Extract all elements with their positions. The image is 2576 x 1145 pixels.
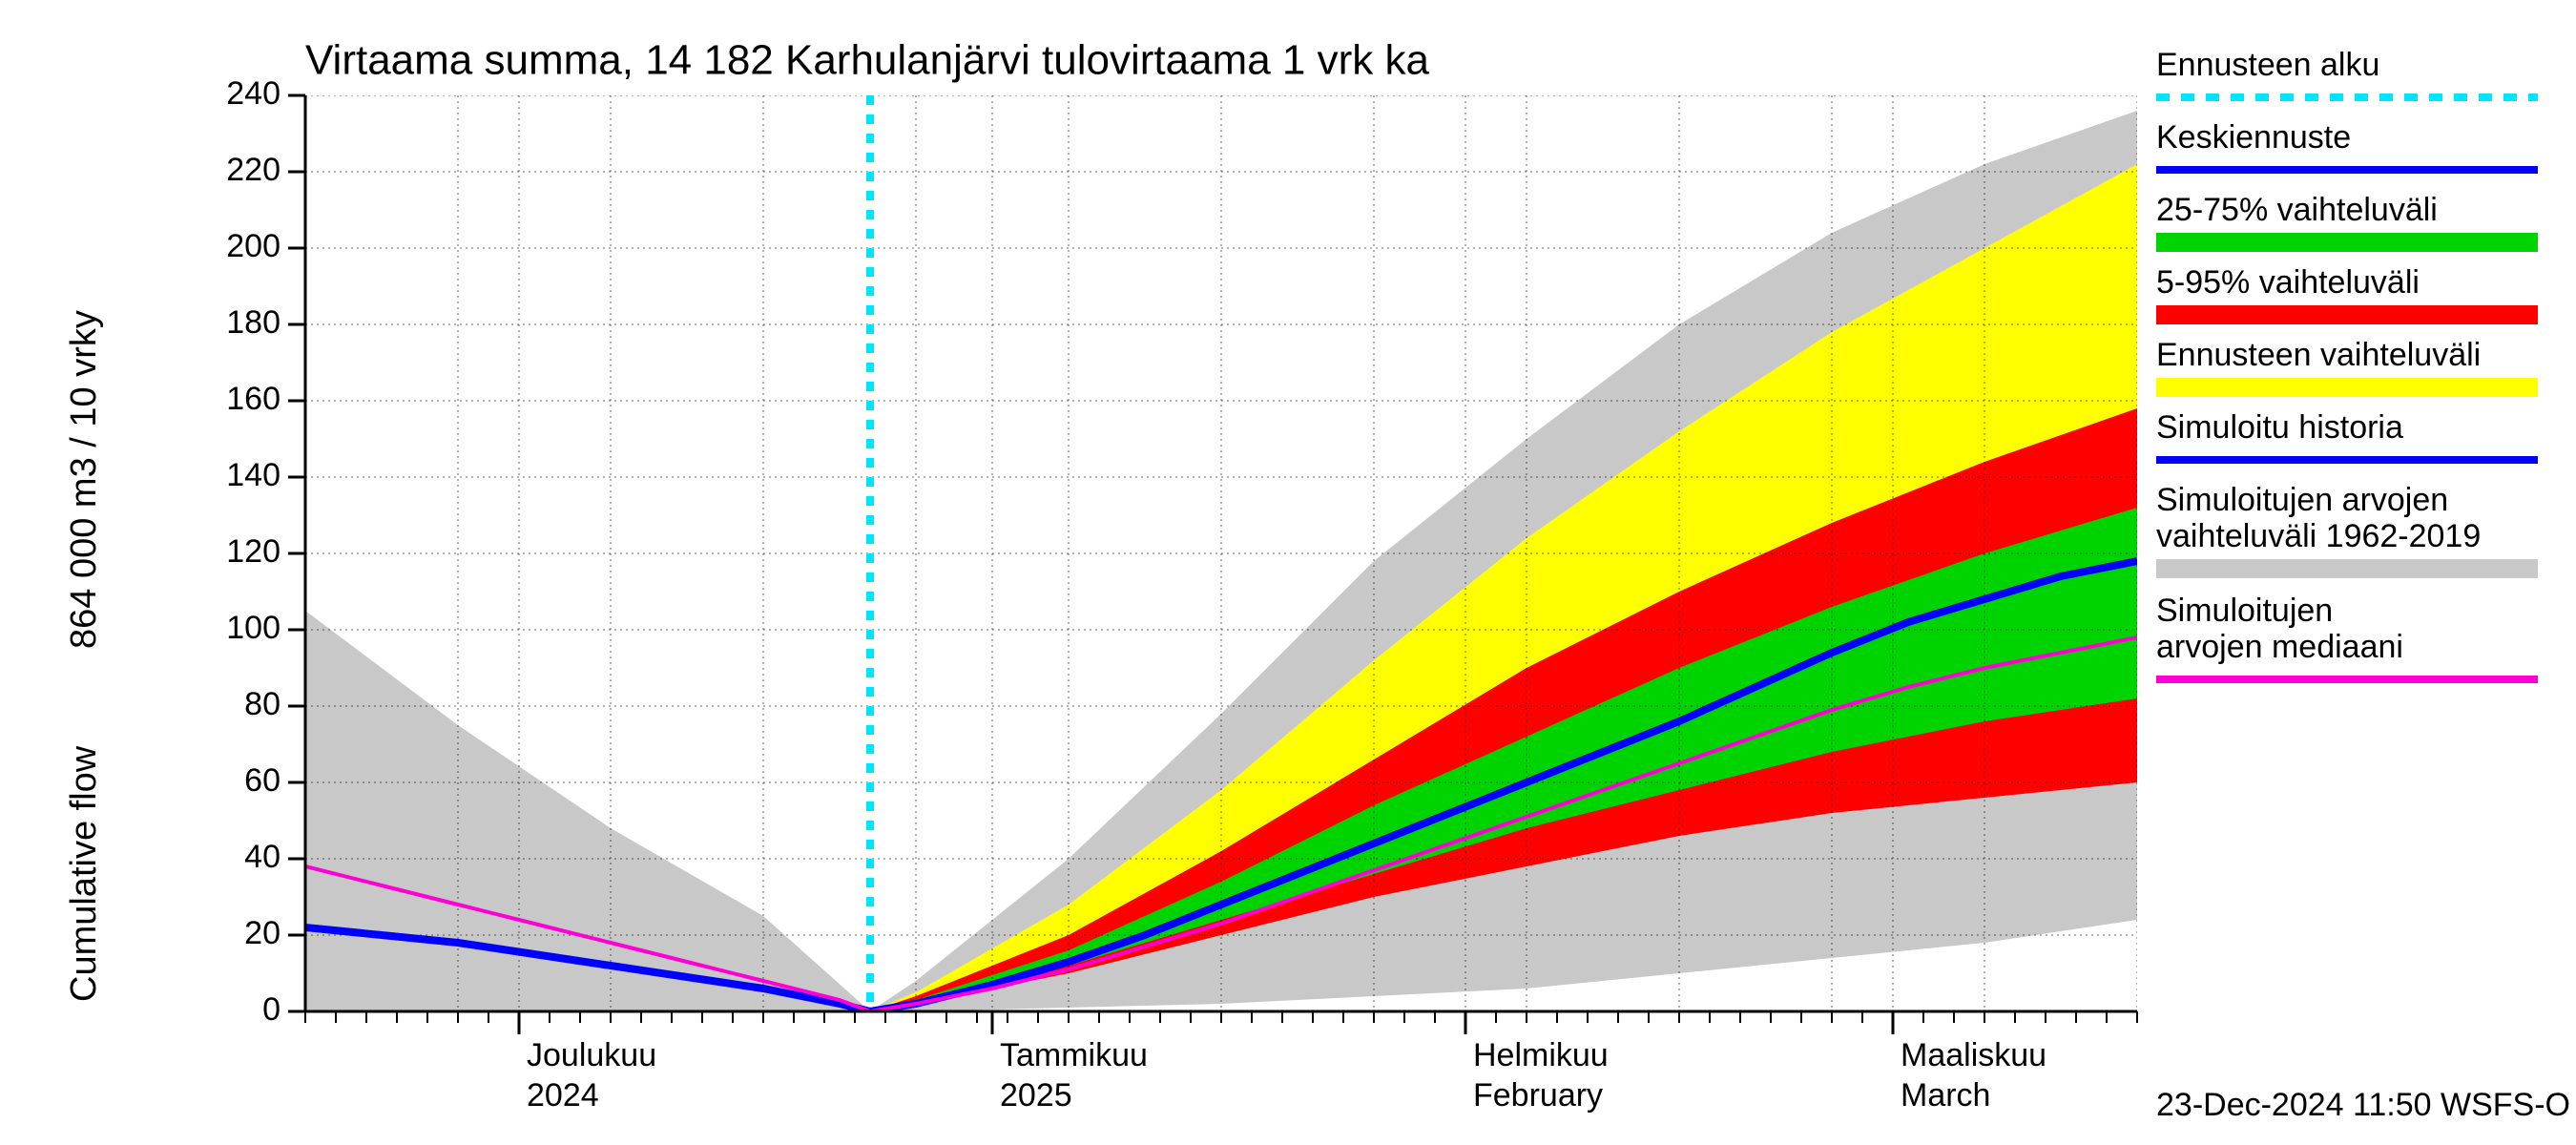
chart-svg: 0 20 40 60 80 100 120 140 160 180 200 220 240 Jouluku…: [0, 0, 2576, 1145]
svg-text:February: February: [1473, 1077, 1603, 1114]
svg-text:25-75% vaihteluväli: 25-75% vaihteluväli: [2156, 192, 2438, 228]
svg-text:Tammikuu: Tammikuu: [1000, 1037, 1148, 1073]
svg-text:160: 160: [226, 381, 280, 417]
svg-text:March: March: [1901, 1077, 1990, 1114]
chart-title: Virtaama summa, 14 182 Karhulanjärvi tul…: [305, 37, 1429, 84]
svg-text:5-95% vaihteluväli: 5-95% vaihteluväli: [2156, 264, 2420, 301]
chart-root: 0 20 40 60 80 100 120 140 160 180 200 220 240 Jouluku…: [0, 0, 2576, 1145]
svg-text:200: 200: [226, 228, 280, 264]
svg-text:arvojen mediaani: arvojen mediaani: [2156, 629, 2403, 665]
svg-text:Simuloitujen arvojen: Simuloitujen arvojen: [2156, 482, 2448, 518]
svg-text:0: 0: [262, 991, 280, 1028]
svg-text:Ennusteen alku: Ennusteen alku: [2156, 47, 2379, 83]
legend-swatch: [2156, 378, 2538, 397]
y-axis-label-1: Cumulative flow: [64, 745, 104, 1002]
svg-text:2025: 2025: [1000, 1077, 1072, 1114]
legend-swatch: [2156, 305, 2538, 324]
footer-timestamp: 23-Dec-2024 11:50 WSFS-O: [2156, 1087, 2570, 1123]
svg-text:Simuloitujen: Simuloitujen: [2156, 593, 2333, 629]
svg-text:180: 180: [226, 304, 280, 341]
svg-text:20: 20: [244, 915, 280, 951]
svg-text:Simuloitu historia: Simuloitu historia: [2156, 409, 2403, 446]
svg-text:100: 100: [226, 610, 280, 646]
svg-text:40: 40: [244, 839, 280, 875]
svg-text:140: 140: [226, 457, 280, 493]
svg-text:220: 220: [226, 152, 280, 188]
svg-text:vaihteluväli 1962-2019: vaihteluväli 1962-2019: [2156, 518, 2481, 554]
svg-text:Ennusteen vaihteluväli: Ennusteen vaihteluväli: [2156, 337, 2481, 373]
svg-text:80: 80: [244, 686, 280, 722]
svg-text:Maaliskuu: Maaliskuu: [1901, 1037, 2046, 1073]
svg-text:60: 60: [244, 762, 280, 799]
legend-swatch: [2156, 233, 2538, 252]
legend-swatch: [2156, 559, 2538, 578]
svg-text:240: 240: [226, 75, 280, 112]
svg-text:120: 120: [226, 533, 280, 570]
svg-text:Joulukuu: Joulukuu: [527, 1037, 656, 1073]
y-axis-label-2: 864 000 m3 / 10 vrky: [64, 310, 104, 649]
svg-text:Helmikuu: Helmikuu: [1473, 1037, 1609, 1073]
svg-text:2024: 2024: [527, 1077, 599, 1114]
svg-text:Keskiennuste: Keskiennuste: [2156, 119, 2351, 156]
